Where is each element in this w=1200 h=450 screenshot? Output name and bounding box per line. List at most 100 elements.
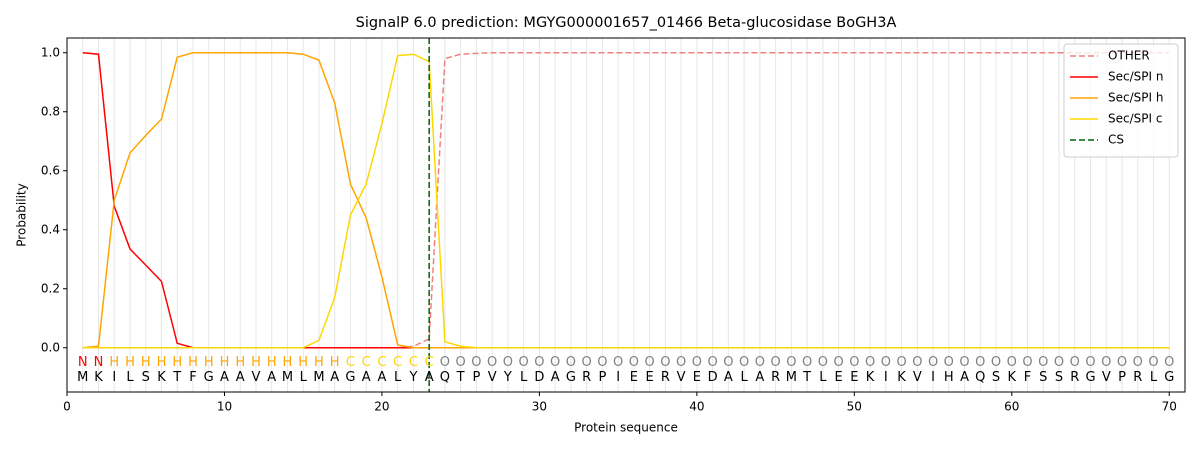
residue: H	[944, 370, 954, 385]
chart-title: SignalP 6.0 prediction: MGYG000001657_01…	[356, 15, 897, 31]
x-tick-label: 10	[217, 400, 232, 414]
residue: E	[693, 370, 701, 385]
residue: T	[456, 370, 465, 385]
residue: I	[884, 370, 888, 385]
residue-label: H	[188, 355, 198, 370]
residue-label: O	[534, 355, 544, 370]
residue: A	[267, 370, 276, 385]
residue: R	[771, 370, 780, 385]
residue: S	[1055, 370, 1063, 385]
residue: A	[724, 370, 733, 385]
residue: E	[630, 370, 638, 385]
residue: A	[377, 370, 386, 385]
residue-label: O	[802, 355, 812, 370]
residue-label: O	[739, 355, 749, 370]
residue-label: O	[550, 355, 560, 370]
residue-label: C	[377, 355, 386, 370]
residue: R	[582, 370, 591, 385]
residue: F	[189, 370, 196, 385]
residue-label: C	[346, 355, 355, 370]
residue: M	[282, 370, 293, 385]
residue-label: H	[298, 355, 308, 370]
residue: K	[157, 370, 166, 385]
x-tick-label: 20	[374, 400, 389, 414]
residue: T	[172, 370, 181, 385]
residue-label: O	[1022, 355, 1032, 370]
residue-label: O	[1148, 355, 1158, 370]
residue: K	[94, 370, 103, 385]
legend-label: OTHER	[1108, 49, 1150, 63]
legend-label: Sec/SPI n	[1108, 70, 1163, 84]
residue-label: C	[362, 355, 371, 370]
residue: G	[204, 370, 214, 385]
residue-label: O	[456, 355, 466, 370]
legend-label: Sec/SPI h	[1108, 91, 1163, 105]
residue-label: O	[629, 355, 639, 370]
residue: K	[866, 370, 875, 385]
y-tick-label: 0.4	[41, 222, 60, 236]
y-tick-label: 0.2	[41, 281, 60, 295]
residue-label: O	[818, 355, 828, 370]
series-line	[82, 52, 1170, 349]
residue: L	[394, 370, 402, 385]
residue-label: C	[409, 355, 418, 370]
residue: V	[252, 370, 261, 385]
residue-label: O	[519, 355, 529, 370]
residue-label: H	[109, 355, 119, 370]
residue-label: O	[676, 355, 686, 370]
y-axis-label: Probability	[15, 183, 29, 246]
residue: A	[220, 370, 229, 385]
residue-label: O	[582, 355, 592, 370]
y-tick-label: 1.0	[41, 45, 60, 59]
y-tick-label: 0.6	[41, 163, 60, 177]
residue-label: O	[770, 355, 780, 370]
x-tick-label: 50	[847, 400, 862, 414]
residue-label: H	[172, 355, 182, 370]
residue: A	[236, 370, 245, 385]
residue-label: O	[1164, 355, 1174, 370]
residue: E	[834, 370, 842, 385]
residue-label: H	[157, 355, 167, 370]
residue: I	[931, 370, 935, 385]
residue: G	[1164, 370, 1174, 385]
residue: I	[112, 370, 116, 385]
x-tick-label: 30	[532, 400, 547, 414]
residue-label: O	[865, 355, 875, 370]
residue: V	[488, 370, 497, 385]
residue: Q	[975, 370, 985, 385]
residue-label: O	[786, 355, 796, 370]
residue-label: H	[220, 355, 230, 370]
series-line	[82, 52, 1170, 349]
residue: A	[551, 370, 560, 385]
x-tick-label: 0	[63, 400, 71, 414]
residue: V	[1102, 370, 1111, 385]
residue: V	[913, 370, 922, 385]
x-tick-label: 40	[689, 400, 704, 414]
residue-label: O	[1007, 355, 1017, 370]
residue: R	[1070, 370, 1079, 385]
x-tick-label: 70	[1162, 400, 1177, 414]
residue: G	[566, 370, 576, 385]
residue: Y	[408, 370, 417, 385]
residue-label: O	[645, 355, 655, 370]
residue-label: O	[503, 355, 513, 370]
residue: A	[960, 370, 969, 385]
residue: M	[77, 370, 88, 385]
residue-label: O	[440, 355, 450, 370]
series-line	[82, 52, 1170, 349]
legend-label: CS	[1108, 133, 1124, 147]
residue-label: O	[1101, 355, 1111, 370]
residue-label: O	[944, 355, 954, 370]
residue: Q	[440, 370, 450, 385]
x-axis-label: Protein sequence	[574, 421, 678, 435]
residue-label: H	[235, 355, 245, 370]
residue-label: O	[566, 355, 576, 370]
residue: Y	[503, 370, 512, 385]
y-tick-label: 0.0	[41, 340, 60, 354]
residue: P	[1118, 370, 1126, 385]
residue: E	[646, 370, 654, 385]
residue: I	[616, 370, 620, 385]
residue: L	[126, 370, 134, 385]
residue-label: H	[314, 355, 324, 370]
